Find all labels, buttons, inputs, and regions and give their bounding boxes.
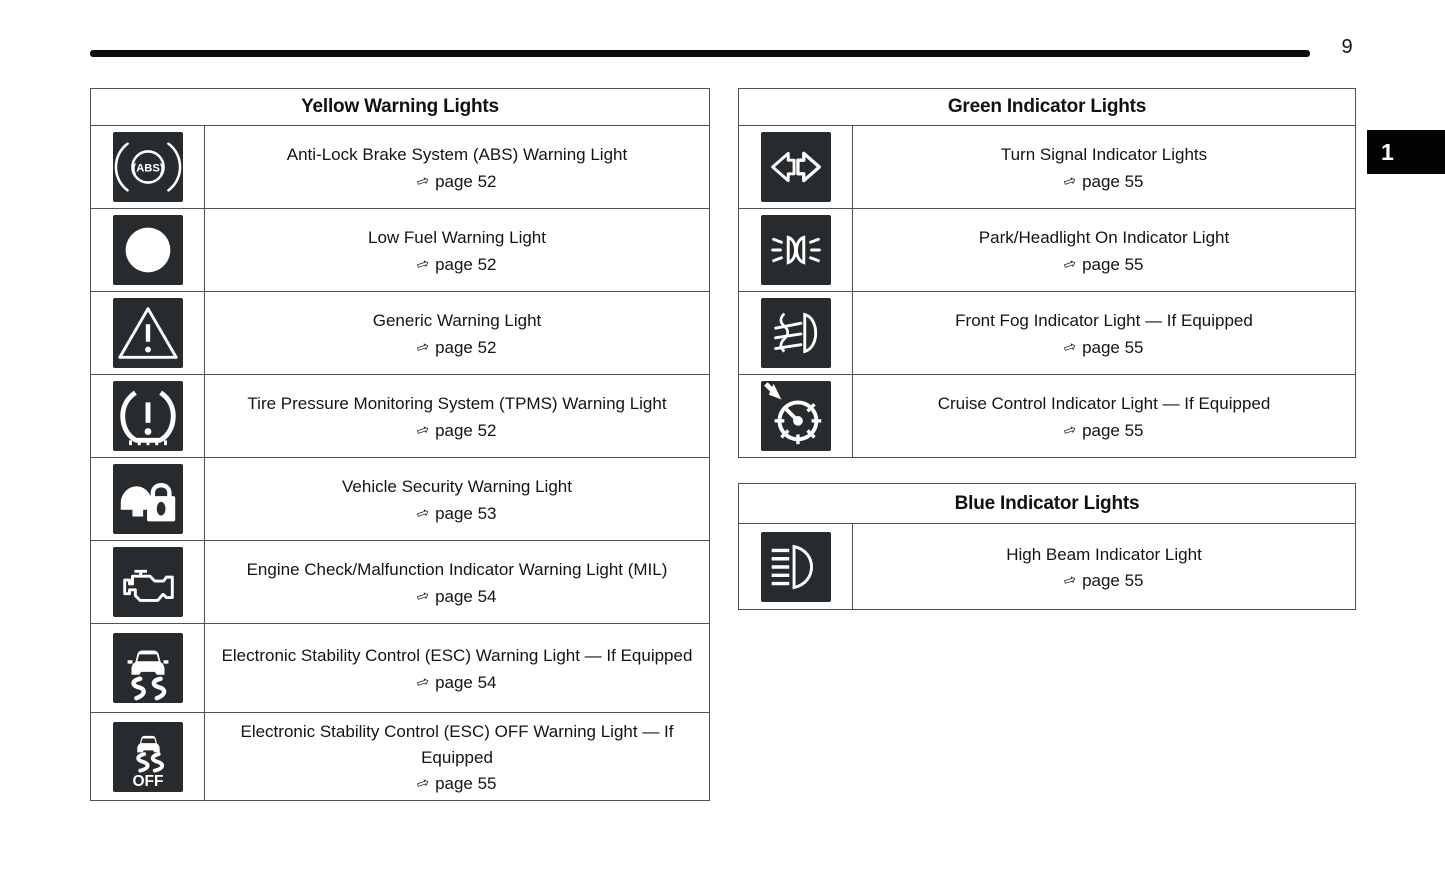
- green-indicator-lights-table: Green Indicator Lights Turn Signal Indic…: [738, 88, 1356, 458]
- table-row: Vehicle Security Warning Light ⇨ page 53: [91, 458, 709, 541]
- page-reference: ⇨ page 55: [1061, 419, 1144, 441]
- page-reference: ⇨ page 55: [1061, 253, 1144, 275]
- table-row: Tire Pressure Monitoring System (TPMS) W…: [91, 375, 709, 458]
- low-fuel-warning-icon: [112, 215, 183, 285]
- page-reference: ⇨ page 53: [414, 502, 497, 524]
- page-arrow-icon: ⇨: [1061, 569, 1080, 591]
- warning-light-title: Anti-Lock Brake System (ABS) Warning Lig…: [286, 145, 628, 165]
- front-fog-indicator-icon: [760, 298, 831, 368]
- warning-light-title: Vehicle Security Warning Light: [342, 477, 572, 497]
- page-ref-label: page 55: [1082, 171, 1144, 191]
- page-arrow-icon: ⇨: [1061, 253, 1080, 275]
- warning-light-title: Electronic Stability Control (ESC) Warni…: [221, 646, 693, 666]
- table-row: Low Fuel Warning Light ⇨ page 52: [91, 209, 709, 292]
- indicator-light-title: Front Fog Indicator Light — If Equipped: [955, 311, 1253, 331]
- page-arrow-icon: ⇨: [414, 336, 433, 358]
- page-reference: ⇨ page 52: [414, 170, 497, 192]
- table-row: High Beam Indicator Light ⇨ page 55: [739, 524, 1355, 609]
- page-arrow-icon: ⇨: [414, 253, 433, 275]
- warning-light-title: Tire Pressure Monitoring System (TPMS) W…: [247, 394, 667, 414]
- page-reference: ⇨ page 55: [1061, 170, 1144, 192]
- page-reference: ⇨ page 52: [414, 336, 497, 358]
- page-arrow-icon: ⇨: [414, 419, 433, 441]
- page-reference: ⇨ page 52: [414, 253, 497, 275]
- indicator-light-title: Turn Signal Indicator Lights: [1000, 145, 1208, 165]
- table-row: Cruise Control Indicator Light — If Equi…: [739, 375, 1355, 457]
- page-reference: ⇨ page 55: [1061, 336, 1144, 358]
- table-title: Blue Indicator Lights: [739, 484, 1355, 524]
- page-arrow-icon: ⇨: [414, 585, 433, 607]
- abs-warning-icon: (ABS): [112, 132, 183, 202]
- esc-off-warning-icon: OFF: [112, 721, 183, 792]
- high-beam-indicator-icon: [760, 531, 831, 602]
- warning-light-title: Generic Warning Light: [372, 311, 542, 331]
- engine-check-mil-icon: [112, 547, 183, 617]
- turn-signal-indicator-icon: [760, 132, 831, 202]
- table-row: Generic Warning Light ⇨ page 52: [91, 292, 709, 375]
- page-arrow-icon: ⇨: [1061, 336, 1080, 358]
- table-row: Electronic Stability Control (ESC) Warni…: [91, 624, 709, 713]
- page-ref-label: page 53: [435, 503, 497, 523]
- page-ref-label: page 55: [1082, 571, 1144, 591]
- park-headlight-on-indicator-icon: [760, 215, 831, 285]
- page-arrow-icon: ⇨: [414, 502, 433, 524]
- table-row: Engine Check/Malfunction Indicator Warni…: [91, 541, 709, 624]
- page-number: 9: [1341, 36, 1353, 58]
- page-reference: ⇨ page 55: [1061, 569, 1144, 591]
- table-row: Front Fog Indicator Light — If Equipped …: [739, 292, 1355, 375]
- cruise-control-indicator-icon: [760, 381, 831, 451]
- indicator-light-title: High Beam Indicator Light: [1006, 544, 1202, 564]
- indicator-light-title: Cruise Control Indicator Light — If Equi…: [937, 394, 1271, 414]
- page-ref-label: page 54: [435, 672, 497, 692]
- table-row: Park/Headlight On Indicator Light ⇨ page …: [739, 209, 1355, 292]
- table-row: OFF Electronic Stability Control (ESC) O…: [91, 713, 709, 800]
- table-row: Turn Signal Indicator Lights ⇨ page 55: [739, 126, 1355, 209]
- svg-text:(ABS): (ABS): [132, 162, 163, 174]
- page-ref-label: page 55: [1082, 337, 1144, 357]
- warning-light-title: Low Fuel Warning Light: [368, 228, 546, 248]
- yellow-warning-lights-table: Yellow Warning Lights (ABS) Anti-Lock Br…: [90, 88, 710, 801]
- warning-light-title: Engine Check/Malfunction Indicator Warni…: [246, 560, 668, 580]
- chapter-tab: 1: [1367, 130, 1445, 174]
- blue-indicator-lights-table: Blue Indicator Lights High Beam Indicato…: [738, 483, 1356, 610]
- vehicle-security-warning-icon: [112, 464, 183, 534]
- page-ref-label: page 52: [435, 171, 497, 191]
- page-reference: ⇨ page 54: [414, 671, 497, 693]
- page-arrow-icon: ⇨: [1061, 419, 1080, 441]
- header-rule: [90, 50, 1310, 57]
- page-arrow-icon: ⇨: [414, 671, 433, 693]
- generic-warning-icon: [112, 298, 183, 368]
- page-ref-label: page 54: [435, 586, 497, 606]
- page-reference: ⇨ page 55: [414, 772, 497, 794]
- svg-text:OFF: OFF: [132, 773, 163, 790]
- page-arrow-icon: ⇨: [414, 772, 433, 794]
- chapter-tab-label: 1: [1381, 139, 1394, 165]
- table-title: Yellow Warning Lights: [91, 89, 709, 126]
- page-ref-label: page 55: [1082, 420, 1144, 440]
- page-ref-label: page 52: [435, 337, 497, 357]
- page-ref-label: page 52: [435, 420, 497, 440]
- page-arrow-icon: ⇨: [414, 170, 433, 192]
- table-title: Green Indicator Lights: [739, 89, 1355, 126]
- page-ref-label: page 55: [1082, 254, 1144, 274]
- indicator-light-title: Park/Headlight On Indicator Light: [978, 228, 1230, 248]
- tpms-warning-icon: [112, 381, 183, 451]
- page-reference: ⇨ page 54: [414, 585, 497, 607]
- page-ref-label: page 55: [435, 774, 497, 793]
- esc-warning-icon: [112, 633, 183, 703]
- page-ref-label: page 52: [435, 254, 497, 274]
- page-arrow-icon: ⇨: [1061, 170, 1080, 192]
- table-row: (ABS) Anti-Lock Brake System (ABS) Warni…: [91, 126, 709, 209]
- warning-light-title: Electronic Stability Control (ESC) OFF W…: [240, 722, 674, 767]
- page-reference: ⇨ page 52: [414, 419, 497, 441]
